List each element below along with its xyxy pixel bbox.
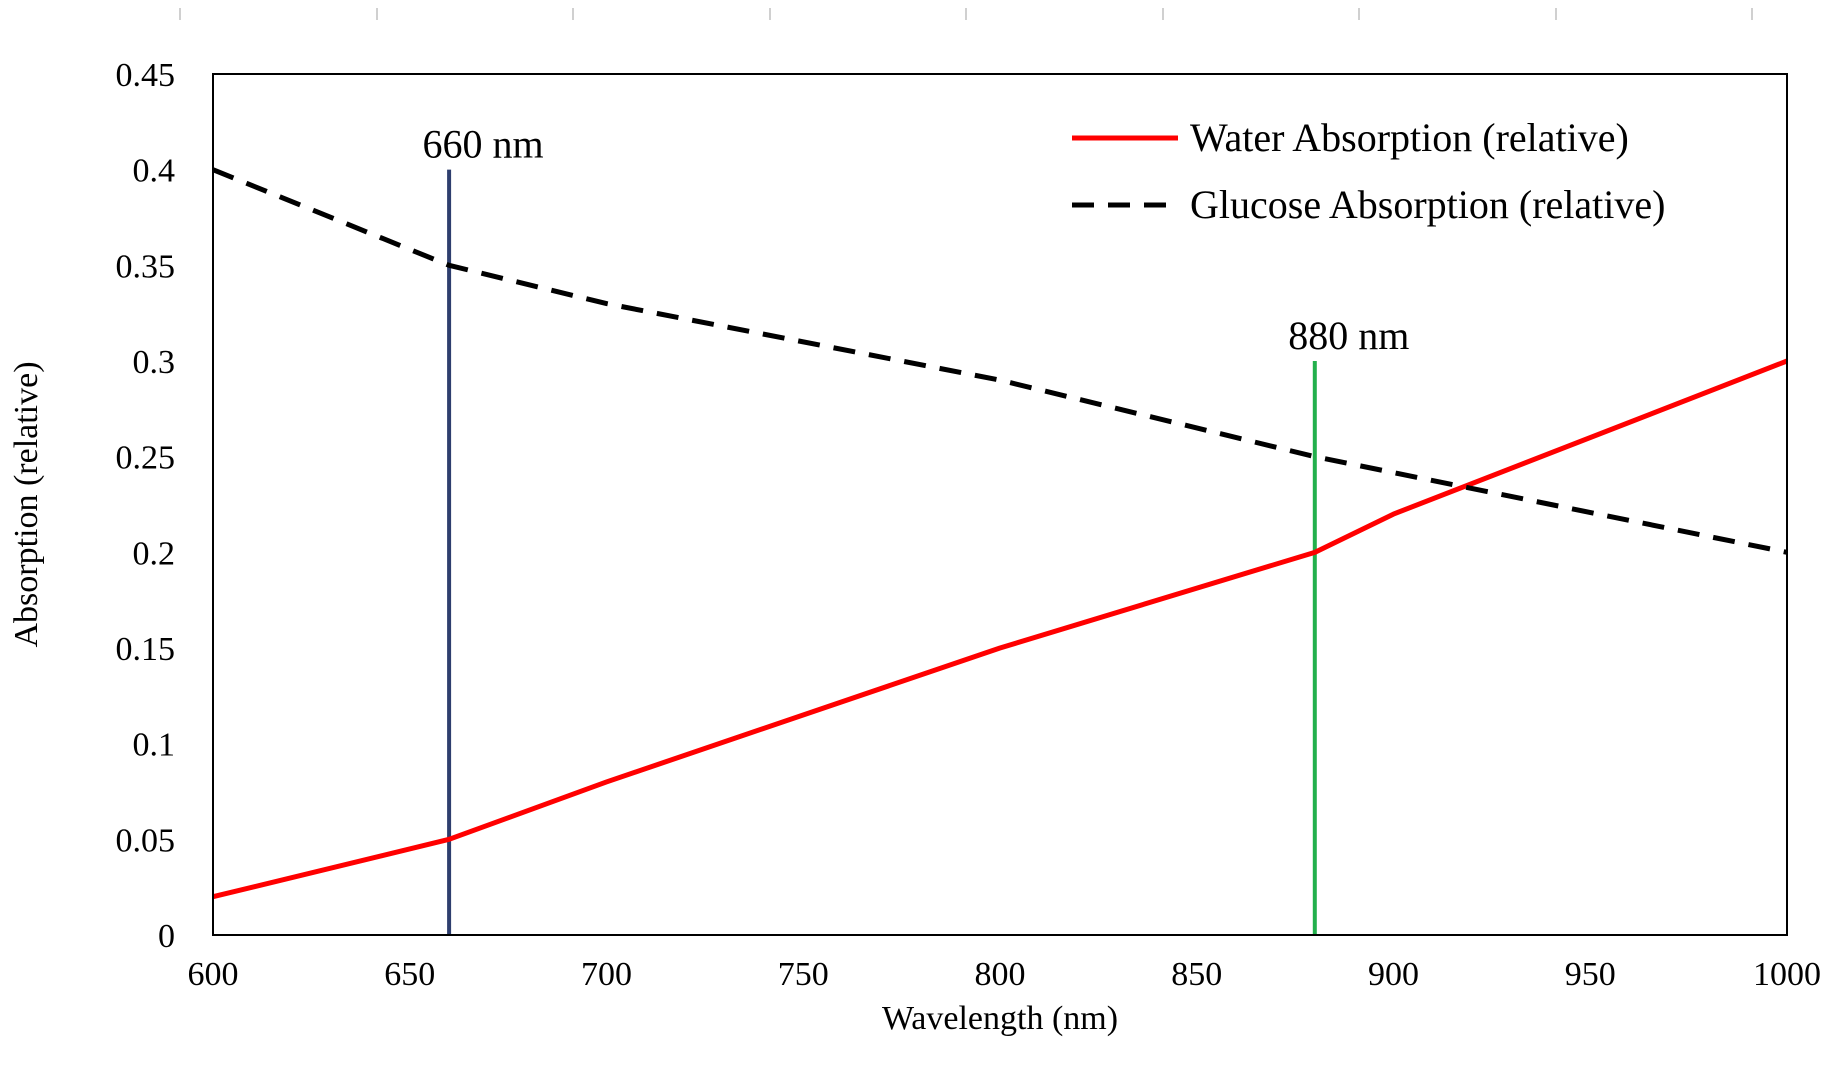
- y-axis-ticks: 0 0.05 0.1 0.15 0.2 0.25 0.3 0.35 0.4 0.45: [116, 57, 176, 955]
- x-tick-label: 700: [581, 956, 632, 993]
- legend-label-water: Water Absorption (relative): [1190, 115, 1629, 160]
- x-axis-title: Wavelength (nm): [882, 1000, 1118, 1037]
- annotation-label-880nm: 880 nm: [1288, 313, 1409, 358]
- x-tick-label: 800: [975, 956, 1026, 993]
- y-tick-label: 0.3: [133, 344, 176, 381]
- water-absorption-line: [212, 358, 1788, 900]
- x-axis-ticks: 600 650 700 750 800 850 900 950 1000: [188, 956, 1822, 993]
- legend-label-glucose: Glucose Absorption (relative): [1190, 182, 1665, 227]
- y-tick-label: 0.25: [116, 440, 176, 477]
- y-tick-label: 0.2: [133, 535, 176, 572]
- x-tick-label: 600: [188, 956, 239, 993]
- annotation-layer: 660 nm 880 nm: [423, 122, 1409, 935]
- y-tick-label: 0.05: [116, 822, 176, 859]
- y-tick-label: 0.4: [133, 153, 176, 190]
- y-tick-label: 0.15: [116, 631, 176, 668]
- y-tick-label: 0: [158, 918, 175, 955]
- y-tick-label: 0.45: [116, 57, 176, 94]
- glucose-absorption-line: [212, 167, 1788, 555]
- x-tick-label: 1000: [1753, 956, 1821, 993]
- plot-area-frame: [212, 73, 1788, 936]
- x-tick-label: 650: [384, 956, 435, 993]
- y-tick-label: 0.1: [133, 727, 176, 764]
- annotation-label-660nm: 660 nm: [423, 122, 544, 167]
- x-tick-label: 900: [1368, 956, 1419, 993]
- y-tick-label: 0.35: [116, 248, 176, 285]
- legend: Water Absorption (relative) Glucose Absor…: [1072, 115, 1665, 227]
- series-layer: [212, 167, 1788, 900]
- y-axis-title: Absorption (relative): [8, 361, 45, 647]
- x-tick-label: 950: [1565, 956, 1616, 993]
- top-edge-marks: [179, 8, 1753, 20]
- x-tick-label: 850: [1171, 956, 1222, 993]
- x-tick-label: 750: [778, 956, 829, 993]
